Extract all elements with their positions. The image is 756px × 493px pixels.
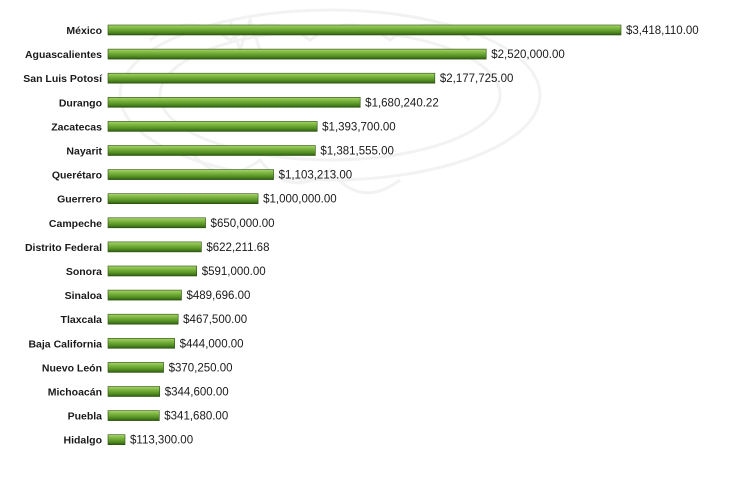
- value-label-3: $1,680,240.22: [365, 97, 439, 109]
- value-label-9: $622,211.68: [206, 242, 269, 254]
- value-labels-layer: $3,418,110.00$2,520,000.00$2,177,725.00$…: [130, 25, 699, 447]
- value-label-6: $1,103,213.00: [279, 170, 353, 182]
- value-label-4: $1,393,700.00: [322, 121, 396, 133]
- bar-9: [107, 241, 202, 253]
- value-label-1: $2,520,000.00: [491, 49, 565, 61]
- value-label-17: $113,300.00: [130, 435, 193, 447]
- bar-11: [107, 289, 182, 301]
- category-label-11: Sinaloa: [65, 290, 103, 302]
- value-label-14: $370,250.00: [169, 362, 233, 374]
- bar-16: [107, 410, 160, 421]
- bar-0: [107, 24, 622, 36]
- value-label-10: $591,000.00: [202, 266, 266, 278]
- bar-7: [107, 193, 259, 204]
- category-label-1: Aguascalientes: [25, 49, 102, 61]
- category-label-6: Querétaro: [52, 170, 102, 182]
- bar-13: [107, 337, 175, 349]
- bars-layer: [107, 24, 622, 446]
- value-label-0: $3,418,110.00: [626, 25, 699, 37]
- category-label-12: Tlaxcala: [61, 314, 103, 326]
- bar-17: [107, 434, 126, 446]
- value-label-2: $2,177,725.00: [440, 73, 514, 85]
- category-label-16: Puebla: [68, 411, 103, 423]
- category-label-14: Nuevo León: [42, 362, 102, 374]
- bar-6: [107, 169, 274, 180]
- bar-3: [107, 97, 361, 108]
- bar-8: [107, 217, 206, 229]
- value-label-11: $489,696.00: [186, 290, 250, 302]
- value-label-5: $1,381,555.00: [320, 146, 394, 158]
- bar-5: [107, 145, 316, 156]
- category-label-13: Baja California: [28, 338, 102, 350]
- value-label-13: $444,000.00: [180, 338, 244, 350]
- value-label-8: $650,000.00: [211, 218, 275, 230]
- bar-2: [107, 72, 436, 84]
- category-label-4: Zacatecas: [51, 121, 102, 133]
- category-label-8: Campeche: [49, 218, 102, 230]
- category-label-5: Nayarit: [66, 146, 102, 158]
- category-label-7: Guerrero: [57, 194, 102, 206]
- category-label-17: Hidalgo: [64, 435, 103, 447]
- bar-12: [107, 313, 179, 325]
- category-label-10: Sonora: [66, 266, 102, 278]
- bar-10: [107, 265, 197, 277]
- value-label-12: $467,500.00: [183, 314, 247, 326]
- bar-14: [107, 362, 164, 373]
- value-label-16: $341,680.00: [164, 411, 228, 423]
- category-label-0: México: [66, 25, 102, 37]
- category-label-15: Michoacán: [48, 387, 102, 399]
- category-labels-layer: México Aguascalientes San Luis Potosí Duran…: [23, 25, 103, 447]
- value-label-7: $1,000,000.00: [263, 194, 337, 206]
- category-label-9: Distrito Federal: [25, 242, 102, 254]
- category-label-2: San Luis Potosí: [23, 73, 103, 85]
- value-label-15: $344,600.00: [165, 387, 229, 399]
- bar-4: [107, 121, 318, 132]
- category-label-3: Durango: [59, 97, 102, 109]
- bar-1: [107, 48, 487, 60]
- bar-15: [107, 386, 161, 397]
